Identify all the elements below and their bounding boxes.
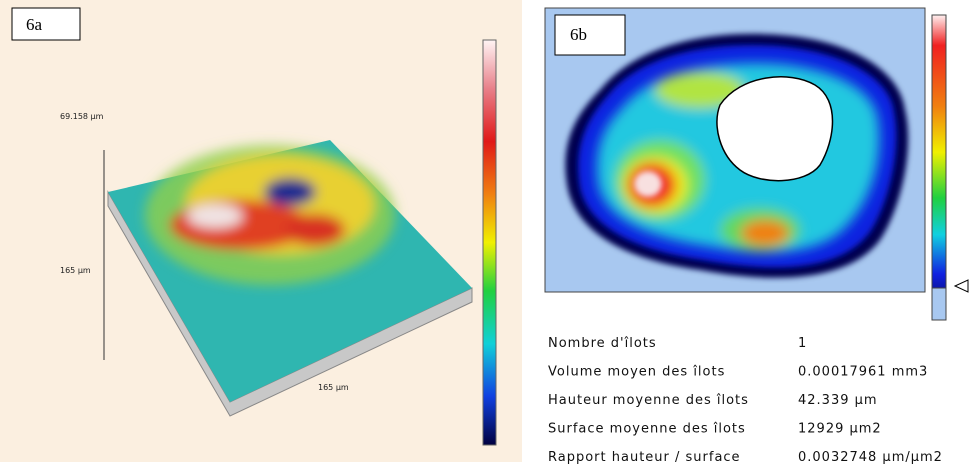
axis-label: 165 µm <box>318 383 349 392</box>
threshold-marker <box>953 279 969 293</box>
stat-value: 0.0032748 µm/µm2 <box>798 450 943 465</box>
colorbar-bg <box>931 287 947 321</box>
stat-label: Rapport hauteur / surface <box>548 450 741 465</box>
stats-table: Nombre d'îlots 1 Volume moyen des îlots 0.0… <box>548 336 943 465</box>
map-2d <box>565 33 909 278</box>
stat-label: Nombre d'îlots <box>548 336 657 351</box>
stat-value: 0.00017961 mm3 <box>798 365 928 380</box>
stat-value: 1 <box>798 336 807 351</box>
stat-value: 12929 µm2 <box>798 422 882 437</box>
colorbar <box>931 14 947 321</box>
surface-3d <box>103 39 497 446</box>
panel-a-label-box <box>11 7 81 41</box>
stat-label: Volume moyen des îlots <box>548 365 725 380</box>
panel-a-label: 6a <box>26 15 43 34</box>
colorbar <box>482 39 497 446</box>
axis-label: 165 µm <box>60 266 91 275</box>
stat-label: Hauteur moyenne des îlots <box>548 393 749 408</box>
panel-b-label-box <box>554 14 626 56</box>
stat-label: Surface moyenne des îlots <box>548 422 746 437</box>
stat-value: 42.339 µm <box>798 393 878 408</box>
panel-b-label: 6b <box>570 25 587 44</box>
axis-label: 69.158 µm <box>60 112 104 121</box>
